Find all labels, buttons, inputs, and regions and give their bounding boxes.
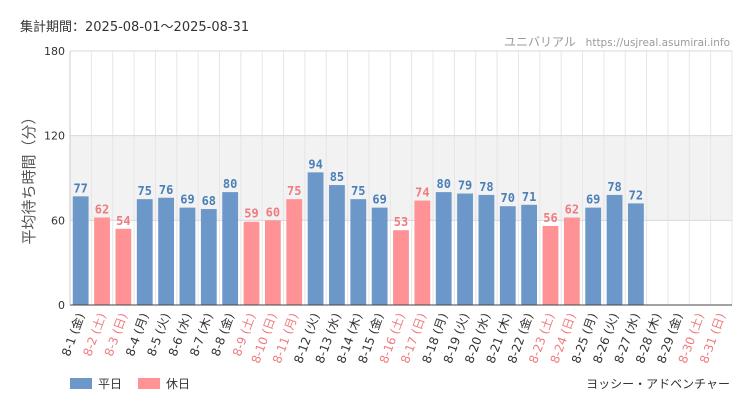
bar-value-label: 85 (330, 170, 344, 184)
attraction-name: ヨッシー・アドベンチャー (586, 377, 730, 391)
legend-weekday-swatch (70, 378, 92, 389)
bar (72, 196, 89, 305)
bar (243, 221, 260, 305)
y-tick-label: 120 (44, 130, 65, 143)
site-url[interactable]: https://usjreal.asumirai.info (585, 37, 730, 49)
bar (94, 217, 110, 305)
bar-value-label: 53 (394, 215, 408, 229)
bar-value-label: 94 (308, 157, 322, 171)
bar-value-label: 60 (266, 205, 280, 219)
bar (264, 220, 281, 305)
y-axis-label: 平均待ち時間（分） (20, 109, 38, 244)
bar-value-label: 56 (543, 211, 557, 225)
bar-value-label: 59 (244, 207, 258, 221)
bar (136, 199, 153, 305)
bar (542, 225, 559, 305)
period-label: 集計期間：2025-08-01～2025-08-31 (20, 20, 250, 35)
bar-value-label: 80 (223, 177, 237, 191)
bar-value-label: 75 (287, 184, 301, 198)
bar-value-label: 75 (138, 184, 152, 198)
bar (329, 185, 345, 305)
bars: 77 62 54 75 76 69 68 80 59 60 75 94 85 75 69 53 74 80 79 78… (72, 157, 644, 305)
site-brand[interactable]: ユニバリアル https://usjreal.asumirai.info (504, 33, 730, 50)
bar-value-label: 62 (95, 203, 109, 217)
bar (499, 206, 516, 305)
bar-value-label: 78 (479, 180, 493, 194)
legend-weekday-label: 平日 (98, 377, 123, 391)
bar (628, 203, 644, 305)
bar (563, 217, 580, 305)
bar-value-label: 75 (351, 184, 365, 198)
legend: 平日 休日 (70, 375, 190, 392)
bar (478, 194, 495, 305)
bar (115, 228, 132, 305)
bar-value-label: 77 (73, 181, 87, 195)
bar-value-label: 79 (458, 179, 472, 193)
bar (371, 207, 388, 305)
bar (286, 199, 303, 305)
bar (158, 197, 174, 305)
legend-holiday[interactable]: 休日 (138, 375, 190, 392)
bar-value-label: 74 (415, 186, 429, 200)
bar-value-label: 70 (501, 191, 515, 205)
legend-holiday-swatch (138, 378, 161, 389)
bar (179, 207, 196, 305)
bar (414, 200, 431, 305)
bar (393, 230, 409, 305)
bar (350, 199, 367, 305)
bar (222, 192, 239, 305)
bar-value-label: 80 (436, 177, 450, 191)
bar (307, 172, 324, 305)
bar-value-label: 76 (159, 183, 173, 197)
bar (457, 193, 473, 305)
bar (200, 209, 217, 305)
bar-value-label: 54 (116, 214, 130, 228)
bar-value-label: 62 (565, 203, 579, 217)
bar (521, 204, 538, 305)
bar (606, 194, 623, 305)
bar (435, 192, 452, 305)
bar-value-label: 69 (372, 193, 386, 207)
bar-value-label: 71 (522, 190, 536, 204)
bar-value-label: 68 (202, 194, 216, 208)
legend-holiday-label: 休日 (166, 377, 191, 391)
bar-value-label: 72 (629, 188, 643, 202)
y-tick-label: 0 (58, 299, 65, 312)
legend-weekday[interactable]: 平日 (70, 375, 122, 392)
site-name: ユニバリアル (503, 35, 576, 49)
y-tick-label: 60 (51, 214, 65, 227)
bar-value-label: 69 (586, 193, 600, 207)
bar-value-label: 78 (607, 180, 621, 194)
y-tick-label: 180 (44, 45, 65, 58)
bar-value-label: 69 (180, 193, 194, 207)
bar (585, 207, 602, 305)
